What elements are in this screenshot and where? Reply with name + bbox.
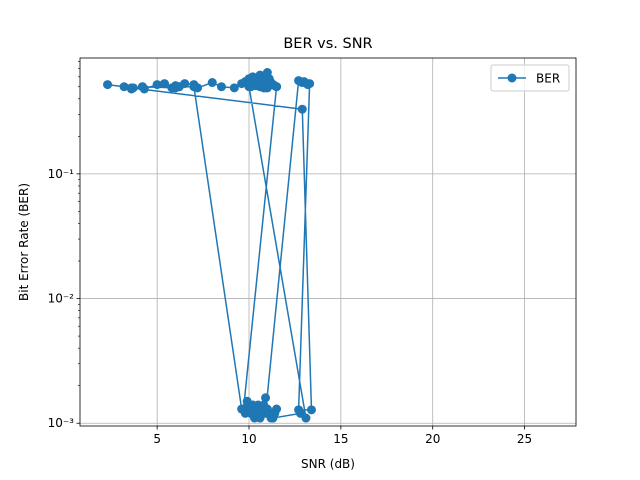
ber-data-point	[137, 82, 147, 92]
y-tick-label: 10⁻¹	[48, 167, 75, 181]
ber-data-point	[207, 78, 217, 88]
ber-data-point	[126, 83, 136, 93]
x-tick-label: 10	[241, 432, 256, 446]
ber-data-point	[301, 413, 311, 423]
ber-data-point	[160, 79, 169, 89]
ber-data-point	[189, 82, 199, 92]
y-tick-label: 10⁻²	[48, 292, 75, 306]
y-tick-label: 10⁻³	[48, 416, 75, 430]
ber-data-point	[229, 83, 239, 93]
ber-data-point	[270, 81, 280, 91]
ber-data-point	[174, 82, 184, 92]
ber-data-point	[306, 405, 316, 415]
ber-data-point	[261, 408, 271, 418]
ber-data-point	[261, 393, 271, 403]
x-tick-label: 5	[153, 432, 161, 446]
legend: BER	[490, 64, 570, 92]
ber-data-point	[268, 413, 278, 423]
ber-data-point	[237, 404, 247, 414]
ber-data-point	[246, 82, 256, 92]
x-tick-label: 25	[517, 432, 532, 446]
ber-data-point	[103, 80, 113, 90]
plot-area	[80, 58, 576, 426]
data-layer	[103, 68, 316, 423]
ber-data-point	[297, 104, 307, 114]
x-tick-label: 15	[333, 432, 348, 446]
ber-data-point	[119, 82, 129, 92]
legend-box	[490, 64, 570, 92]
plot-frame	[79, 57, 577, 427]
y-axis-title: Bit Error Rate (BER)	[17, 183, 31, 301]
x-axis-title: SNR (dB)	[301, 457, 355, 471]
tick-layer: 5 10 15 20 25 10⁻³ 10⁻² 10⁻¹	[48, 60, 532, 446]
ber-data-point	[216, 82, 226, 92]
chart-title: BER vs. SNR	[283, 36, 372, 52]
x-tick-label: 20	[425, 432, 440, 446]
legend-marker	[507, 73, 517, 83]
ber-data-point	[152, 80, 162, 90]
ber-data-point	[305, 79, 315, 89]
grid-layer	[80, 58, 576, 426]
legend-label-ber: BER	[536, 72, 560, 86]
ber-data-point	[261, 83, 271, 93]
ber-data-point	[250, 408, 260, 418]
